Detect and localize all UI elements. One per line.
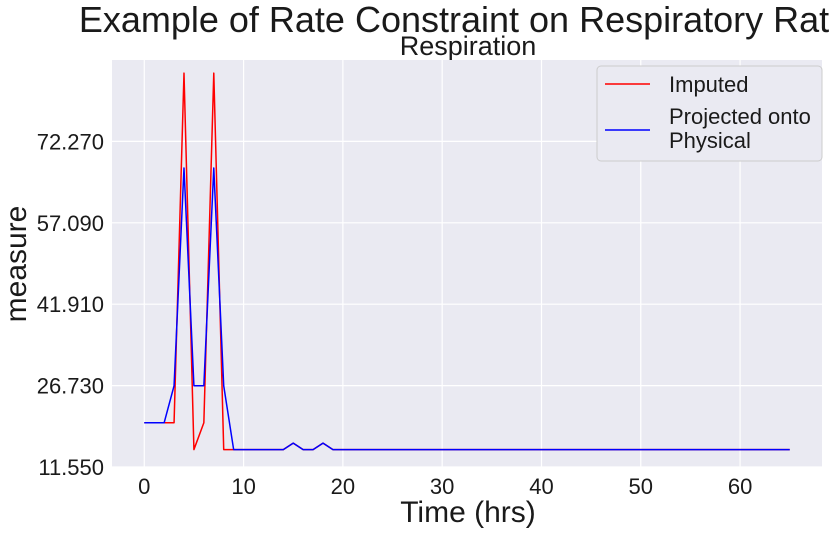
legend-label-projected-line1: Projected onto xyxy=(669,104,811,129)
y-tick-label: 11.550 xyxy=(38,455,104,480)
x-axis-label: Time (hrs) xyxy=(400,496,536,529)
legend-label-projected: Projected onto Physical xyxy=(669,104,817,153)
series-line-projected xyxy=(144,167,790,451)
x-tick-label: 20 xyxy=(331,474,355,499)
legend-label-imputed: Imputed xyxy=(669,72,749,97)
chart-title: Example of Rate Constraint on Respirator… xyxy=(79,0,830,40)
legend-label-projected-line2: Physical xyxy=(669,128,751,153)
ticks: 0 10 20 30 40 50 60 11.550 26.730 41.910 57.090 72.… xyxy=(37,129,753,499)
legend-box xyxy=(596,65,823,162)
y-tick-label: 57.090 xyxy=(37,211,104,236)
series-lines xyxy=(144,72,790,451)
x-tick-label: 50 xyxy=(629,474,653,499)
x-tick-label: 0 xyxy=(138,474,150,499)
chart-subtitle: Respiration xyxy=(400,31,537,61)
y-tick-label: 72.270 xyxy=(37,129,104,154)
x-tick-label: 60 xyxy=(728,474,752,499)
x-tick-label: 10 xyxy=(231,474,255,499)
y-tick-label: 26.730 xyxy=(37,374,104,399)
x-tick-label: 30 xyxy=(430,474,454,499)
legend: Imputed Projected onto Physical xyxy=(596,65,823,162)
grid xyxy=(112,60,822,468)
y-tick-label: 41.910 xyxy=(37,292,104,317)
y-axis-label: measure xyxy=(0,206,33,323)
x-tick-label: 40 xyxy=(529,474,553,499)
